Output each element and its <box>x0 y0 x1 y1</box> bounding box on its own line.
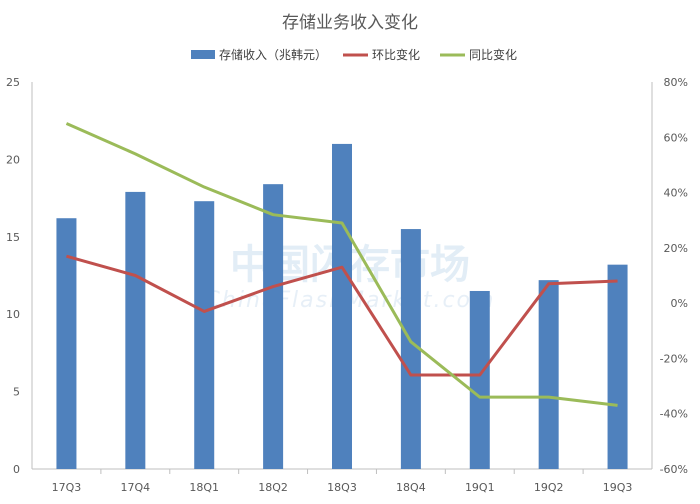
line-qoq-change <box>66 254 618 377</box>
y-right-tick-label: 0% <box>671 297 688 310</box>
bar-revenue <box>56 218 77 469</box>
y-right-tick-label: -20% <box>660 352 688 365</box>
y-right-tick-label: 20% <box>664 242 688 255</box>
y-left-tick-label: 5 <box>13 386 20 399</box>
x-tick-label: 18Q2 <box>258 481 288 494</box>
bar-revenue <box>607 264 628 469</box>
x-tick-label: 18Q4 <box>396 481 426 494</box>
y-left-tick-label: 15 <box>6 231 20 244</box>
y-right-tick-label: 80% <box>664 76 688 89</box>
x-tick-label: 19Q2 <box>534 481 564 494</box>
y-left-tick-label: 20 <box>6 153 20 166</box>
line-yoy-change <box>65 122 618 407</box>
plot-area: 0 5 10 15 20 25 -60% -40% -20% 0% 20% 40% 60% 80% 17Q3… <box>6 76 688 494</box>
x-tick-label: 19Q1 <box>465 481 495 494</box>
x-tick-label: 18Q3 <box>327 481 357 494</box>
bar-revenue <box>469 290 490 469</box>
bar-revenue <box>332 143 352 470</box>
y-right-tick-label: -40% <box>660 408 688 421</box>
y-left-tick-label: 0 <box>13 463 20 476</box>
bar-revenue <box>400 229 421 469</box>
y-left-tick-label: 10 <box>6 308 20 321</box>
bar-revenue <box>194 201 215 470</box>
bar-revenue <box>538 280 559 469</box>
legend-label-qoq: 环比变化 <box>372 47 420 62</box>
y-right-tick-label: 60% <box>664 131 688 144</box>
x-tick-label: 17Q4 <box>121 481 151 494</box>
y-right-tick-label: -60% <box>660 463 688 476</box>
y-right-tick-label: 40% <box>664 187 688 200</box>
legend-label-bar: 存储收入（兆韩元） <box>219 47 327 62</box>
legend: 存储收入（兆韩元） 环比变化 同比变化 <box>191 47 517 62</box>
x-tick-label: 18Q1 <box>189 481 219 494</box>
legend-swatch-bar <box>191 50 215 59</box>
bar-revenue <box>125 191 146 469</box>
x-tick-label: 17Q3 <box>52 481 82 494</box>
y-left-tick-label: 25 <box>6 76 20 89</box>
bar-revenue <box>263 184 284 469</box>
chart-title: 存储业务收入变化 <box>282 13 418 33</box>
x-tick-label: 19Q3 <box>603 481 633 494</box>
legend-label-yoy: 同比变化 <box>469 47 517 62</box>
